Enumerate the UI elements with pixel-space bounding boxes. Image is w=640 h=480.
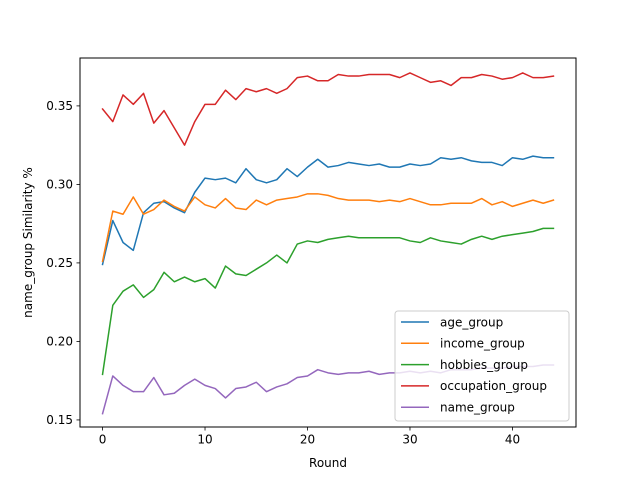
series-line-hobbies_group [101,227,555,376]
legend: age_group income_group hobbies_groupoccupa… [394,310,570,422]
series-line-age_group [101,155,555,266]
y-axis: 0.15 0.20 0.25 0.30 0.35 [46,99,80,427]
x-tick-label: 10 [197,433,212,447]
legend-box [394,310,570,422]
x-axis: 0 10 20 30 40 [99,427,520,447]
legend-entry-label: age_group [440,315,503,329]
y-tick-label: 0.35 [46,99,73,113]
series-layer [101,72,555,415]
legend-entry-label: income_group [440,337,525,351]
series-line-occupation_group [101,72,555,146]
y-tick-label: 0.25 [46,256,73,270]
y-tick-label: 0.20 [46,335,73,349]
y-tick-label: 0.30 [46,178,73,192]
x-axis-title: Round [309,456,347,470]
legend-entry-label: occupation_group [440,379,547,393]
x-tick-label: 30 [402,433,417,447]
y-tick-label: 0.15 [46,413,73,427]
series-line-income_group [101,193,555,263]
legend-entry-label: hobbies_group [440,358,528,372]
axes-frame [79,57,577,428]
legend-entry-label: name_group [440,401,515,415]
y-axis-title: name_group Similarity % [21,167,35,318]
x-tick-label: 0 [99,433,107,447]
x-tick-label: 20 [300,433,315,447]
x-tick-label: 40 [505,433,520,447]
